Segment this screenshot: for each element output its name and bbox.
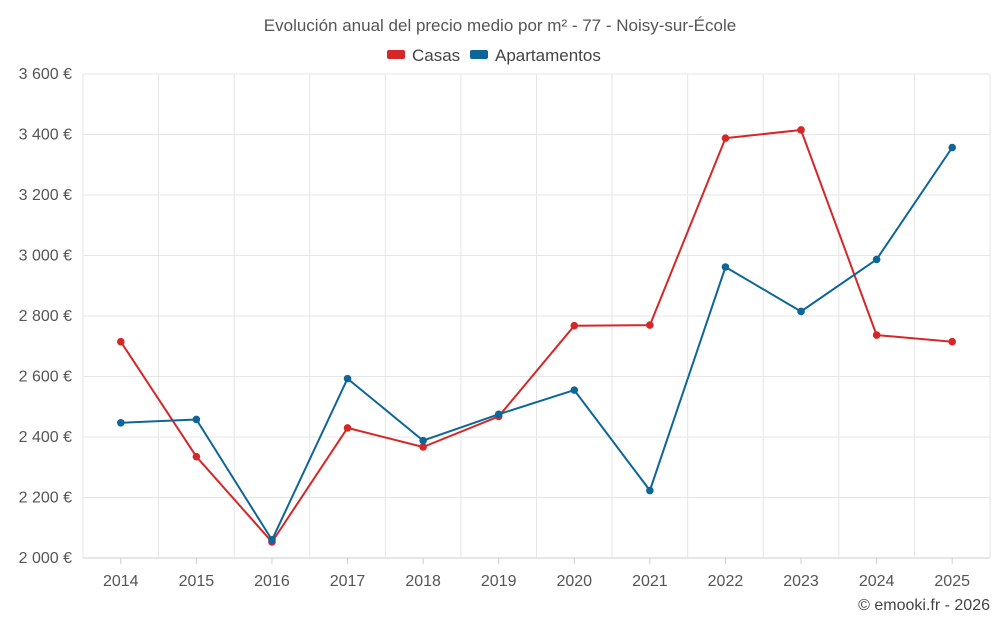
data-point-casas-2018	[419, 443, 427, 451]
data-point-casas-2023	[797, 126, 805, 134]
series-line-casas	[119, 129, 953, 543]
credit-text: © emooki.fr - 2026	[858, 597, 990, 614]
data-point-apartamentos-2024	[872, 255, 881, 264]
x-tick-label: 2018	[405, 573, 441, 590]
y-tick-label: 2 200 €	[19, 490, 72, 507]
legend: Casas Apartamentos	[387, 46, 601, 65]
x-tick-label: 2014	[103, 573, 139, 590]
data-point-casas-2025	[948, 337, 957, 346]
y-tick-label: 2 800 €	[19, 308, 72, 325]
data-point-casas-2024	[872, 331, 881, 339]
data-point-casas-2022	[721, 134, 730, 142]
data-point-apartamentos-2018	[419, 436, 427, 445]
x-tick-label: 2016	[254, 573, 290, 590]
data-point-apartamentos-2023	[797, 307, 805, 316]
x-tick-label: 2021	[632, 573, 668, 590]
data-point-apartamentos-2021	[646, 486, 654, 495]
y-axis-ticks: 2 000 € 2 200 € 2 400 € 2 600 € 2 800 € 3 000…	[19, 66, 72, 567]
x-tick-label: 2015	[179, 573, 215, 590]
data-point-casas-2014	[116, 337, 125, 346]
y-tick-label: 3 400 €	[19, 127, 72, 144]
y-tick-label: 3 000 €	[19, 248, 72, 265]
series-layer	[116, 126, 957, 546]
y-tick-label: 3 600 €	[19, 66, 72, 83]
data-point-apartamentos-2017	[343, 374, 352, 383]
x-tick-label: 2025	[934, 573, 970, 590]
data-point-casas-2020	[570, 321, 579, 330]
x-tick-label: 2024	[859, 573, 895, 590]
data-point-apartamentos-2025	[948, 143, 957, 152]
y-tick-label: 2 400 €	[19, 429, 72, 446]
data-point-apartamentos-2019	[494, 410, 503, 419]
x-tick-label: 2020	[556, 573, 592, 590]
y-tick-label: 2 600 €	[19, 369, 72, 386]
series-line-apartamentos	[120, 146, 954, 541]
data-point-casas-2017	[343, 424, 352, 432]
legend-swatch-casas	[387, 50, 405, 59]
legend-swatch-apartamentos	[470, 50, 488, 59]
data-point-casas-2021	[646, 321, 654, 329]
x-axis-ticks: 2014 2015 2016 2017 2018 2019 2020 2021 2022 2023…	[103, 558, 970, 590]
grid	[82, 73, 991, 559]
data-point-apartamentos-2014	[116, 418, 125, 427]
x-tick-label: 2022	[708, 573, 744, 590]
x-tick-label: 2019	[481, 573, 517, 590]
data-point-apartamentos-2015	[192, 415, 201, 424]
legend-label-casas: Casas	[412, 46, 460, 65]
data-point-apartamentos-2020	[570, 386, 579, 394]
y-tick-label: 3 200 €	[19, 187, 72, 204]
x-tick-label: 2017	[330, 573, 366, 590]
y-tick-label: 2 000 €	[19, 550, 72, 567]
chart-title: Evolución anual del precio medio por m² …	[264, 16, 736, 35]
data-point-apartamentos-2022	[721, 263, 730, 271]
legend-label-apartamentos: Apartamentos	[495, 46, 601, 65]
data-point-apartamentos-2016	[268, 536, 276, 544]
x-tick-label: 2023	[783, 573, 819, 590]
data-point-casas-2015	[192, 452, 201, 461]
